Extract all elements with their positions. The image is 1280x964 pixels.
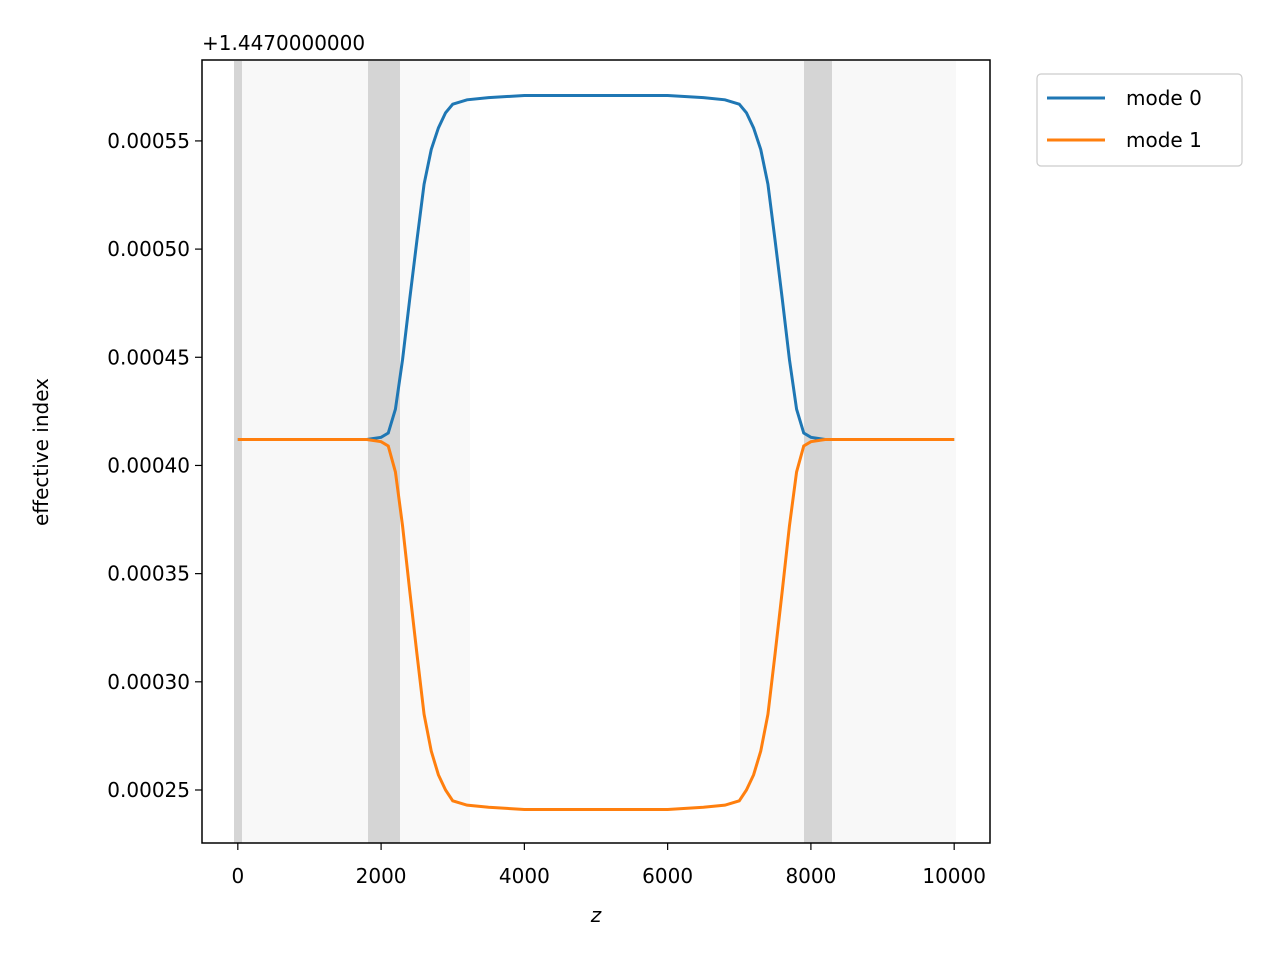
y-tick-label: 0.00030 — [107, 670, 190, 694]
y-tick-label: 0.00045 — [107, 345, 190, 369]
y-axis-label: effective index — [29, 378, 53, 526]
line-series — [237, 437, 955, 811]
legend: mode 0 mode 1 — [1036, 73, 1243, 167]
y-tick-label: 0.00040 — [107, 453, 190, 477]
x-tick-label: 2000 — [356, 864, 407, 888]
y-tick-label: 0.00055 — [107, 129, 190, 153]
x-tick-label: 6000 — [642, 864, 693, 888]
mesh-band — [804, 61, 832, 843]
line-series — [237, 93, 955, 441]
x-tick-label: 10000 — [922, 864, 986, 888]
mesh-band — [832, 61, 956, 843]
x-axis-label: z — [590, 903, 602, 927]
x-tick-label: 4000 — [499, 864, 550, 888]
offset-text: +1.4470000000 — [202, 31, 365, 55]
mesh-band — [400, 61, 470, 843]
mesh-band — [234, 61, 242, 843]
y-tick-label: 0.00050 — [107, 237, 190, 261]
mesh-band — [368, 61, 400, 843]
mesh-band — [242, 61, 368, 843]
legend-label: mode 0 — [1126, 86, 1202, 110]
mesh-band — [740, 61, 804, 843]
legend-label: mode 1 — [1126, 128, 1202, 152]
plot-frame — [201, 59, 991, 844]
mesh-bands — [234, 61, 956, 843]
y-tick-label: 0.00035 — [107, 562, 190, 586]
x-tick-label: 8000 — [785, 864, 836, 888]
x-tick-label: 0 — [231, 864, 244, 888]
y-tick-label: 0.00025 — [107, 778, 190, 802]
